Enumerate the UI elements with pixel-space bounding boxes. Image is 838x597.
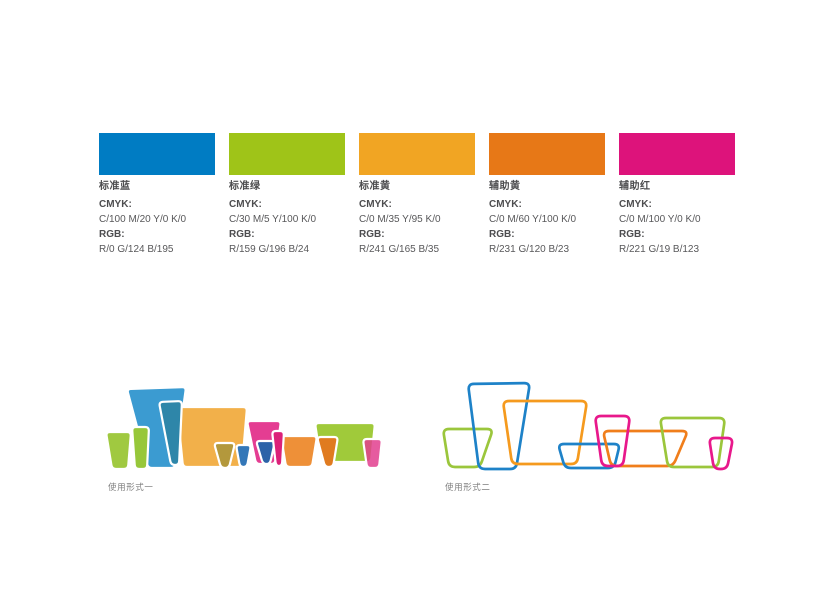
color-swatch (619, 133, 735, 175)
color-swatch (489, 133, 605, 175)
rgb-label: RGB: (99, 229, 125, 240)
cmyk-value: C/0 M/35 Y/95 K/0 (359, 214, 441, 225)
logo-shape-magenta-medium (594, 414, 631, 468)
color-swatch-column: 标准绿 CMYK: C/30 M/5 Y/100 K/0 RGB: R/159 … (229, 133, 345, 259)
color-swatch-row: 标准蓝 CMYK: C/100 M/20 Y/0 K/0 RGB: R/0 G/… (99, 133, 735, 259)
logo-shape-blue-wide-short (557, 442, 621, 470)
cmyk-label: CMYK: (619, 199, 652, 210)
cmyk-label: CMYK: (489, 199, 522, 210)
rgb-value: R/0 G/124 B/195 (99, 244, 174, 255)
color-name-label: 辅助红 (619, 181, 651, 192)
logo-shape-orange-dark-wedge (316, 435, 339, 469)
cmyk-label: CMYK: (229, 199, 262, 210)
cmyk-label: CMYK: (359, 199, 392, 210)
rgb-value: R/221 G/19 B/123 (619, 244, 700, 255)
logo-shape-green-small-left (442, 427, 493, 469)
rgb-label: RGB: (359, 229, 385, 240)
cmyk-value: C/0 M/60 Y/100 K/0 (489, 214, 577, 225)
logo-shape-teal-wedge (158, 400, 183, 467)
logo-shape-orange-large (176, 405, 248, 469)
logo-shape-green-small (131, 425, 150, 471)
color-name-label: 标准黄 (359, 181, 391, 192)
logo-shape-orange-large (502, 399, 588, 466)
rgb-label: RGB: (489, 229, 515, 240)
rgb-value: R/159 G/196 B/24 (229, 244, 310, 255)
rgb-value: R/241 G/165 B/35 (359, 244, 440, 255)
logo-shape-magenta-narrow (271, 429, 285, 468)
logo-shape-magenta-small-right (708, 436, 734, 471)
color-swatch-column: 标准黄 CMYK: C/0 M/35 Y/95 K/0 RGB: R/241 G… (359, 133, 475, 259)
logo-shape-olive-small (213, 441, 236, 470)
cmyk-value: C/100 M/20 Y/0 K/0 (99, 214, 187, 225)
usage-form-2-label: 使用形式二 (445, 482, 491, 492)
usage-form-1-label: 使用形式一 (108, 482, 154, 492)
color-name-label: 标准蓝 (99, 181, 131, 192)
logo-shape-blue-wedge (255, 439, 276, 466)
cmyk-value: C/0 M/100 Y/0 K/0 (619, 214, 701, 225)
logo-shape-green-left (105, 430, 132, 471)
logo-usage-form-1-filled (105, 386, 383, 471)
color-name-label: 辅助黄 (489, 181, 521, 192)
color-swatch-column: 辅助黄 CMYK: C/0 M/60 Y/100 K/0 RGB: R/231 … (489, 133, 605, 259)
color-swatch-column: 辅助红 CMYK: C/0 M/100 Y/0 K/0 RGB: R/221 G… (619, 133, 735, 259)
logo-shape-magenta-right (362, 437, 383, 470)
color-swatch-column: 标准蓝 CMYK: C/100 M/20 Y/0 K/0 RGB: R/0 G/… (99, 133, 215, 259)
color-swatch (229, 133, 345, 175)
cmyk-label: CMYK: (99, 199, 132, 210)
logo-shape-orange-wide (280, 434, 318, 469)
logo-shape-blue-large (467, 381, 531, 471)
color-swatch (359, 133, 475, 175)
rgb-value: R/231 G/120 B/23 (489, 244, 570, 255)
rgb-label: RGB: (229, 229, 255, 240)
logo-shape-green-medium (659, 416, 726, 469)
logo-shape-blue-small (235, 443, 252, 469)
rgb-label: RGB: (619, 229, 645, 240)
color-swatch (99, 133, 215, 175)
logo-usage-form-2-outline (442, 381, 734, 471)
color-name-label: 标准绿 (229, 181, 261, 192)
cmyk-value: C/30 M/5 Y/100 K/0 (229, 214, 317, 225)
